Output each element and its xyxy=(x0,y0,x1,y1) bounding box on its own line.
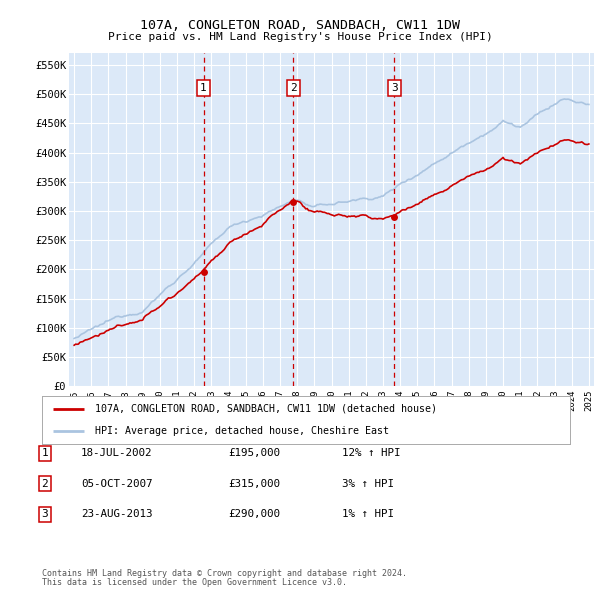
Text: 1% ↑ HPI: 1% ↑ HPI xyxy=(342,510,394,519)
Text: Contains HM Land Registry data © Crown copyright and database right 2024.: Contains HM Land Registry data © Crown c… xyxy=(42,569,407,578)
Text: 2: 2 xyxy=(290,83,296,93)
Text: £315,000: £315,000 xyxy=(228,479,280,489)
Text: 23-AUG-2013: 23-AUG-2013 xyxy=(81,510,152,519)
Text: £195,000: £195,000 xyxy=(228,448,280,458)
Text: 107A, CONGLETON ROAD, SANDBACH, CW11 1DW: 107A, CONGLETON ROAD, SANDBACH, CW11 1DW xyxy=(140,19,460,32)
Text: £290,000: £290,000 xyxy=(228,510,280,519)
Text: 2: 2 xyxy=(41,479,49,489)
Text: Price paid vs. HM Land Registry's House Price Index (HPI): Price paid vs. HM Land Registry's House … xyxy=(107,32,493,42)
Text: 1: 1 xyxy=(41,448,49,458)
Text: This data is licensed under the Open Government Licence v3.0.: This data is licensed under the Open Gov… xyxy=(42,578,347,588)
Text: 107A, CONGLETON ROAD, SANDBACH, CW11 1DW (detached house): 107A, CONGLETON ROAD, SANDBACH, CW11 1DW… xyxy=(95,404,437,414)
Text: 3: 3 xyxy=(391,83,397,93)
Text: 18-JUL-2002: 18-JUL-2002 xyxy=(81,448,152,458)
Text: 1: 1 xyxy=(200,83,207,93)
Text: HPI: Average price, detached house, Cheshire East: HPI: Average price, detached house, Ches… xyxy=(95,426,389,436)
Text: 05-OCT-2007: 05-OCT-2007 xyxy=(81,479,152,489)
Text: 12% ↑ HPI: 12% ↑ HPI xyxy=(342,448,401,458)
Text: 3: 3 xyxy=(41,510,49,519)
Text: 3% ↑ HPI: 3% ↑ HPI xyxy=(342,479,394,489)
